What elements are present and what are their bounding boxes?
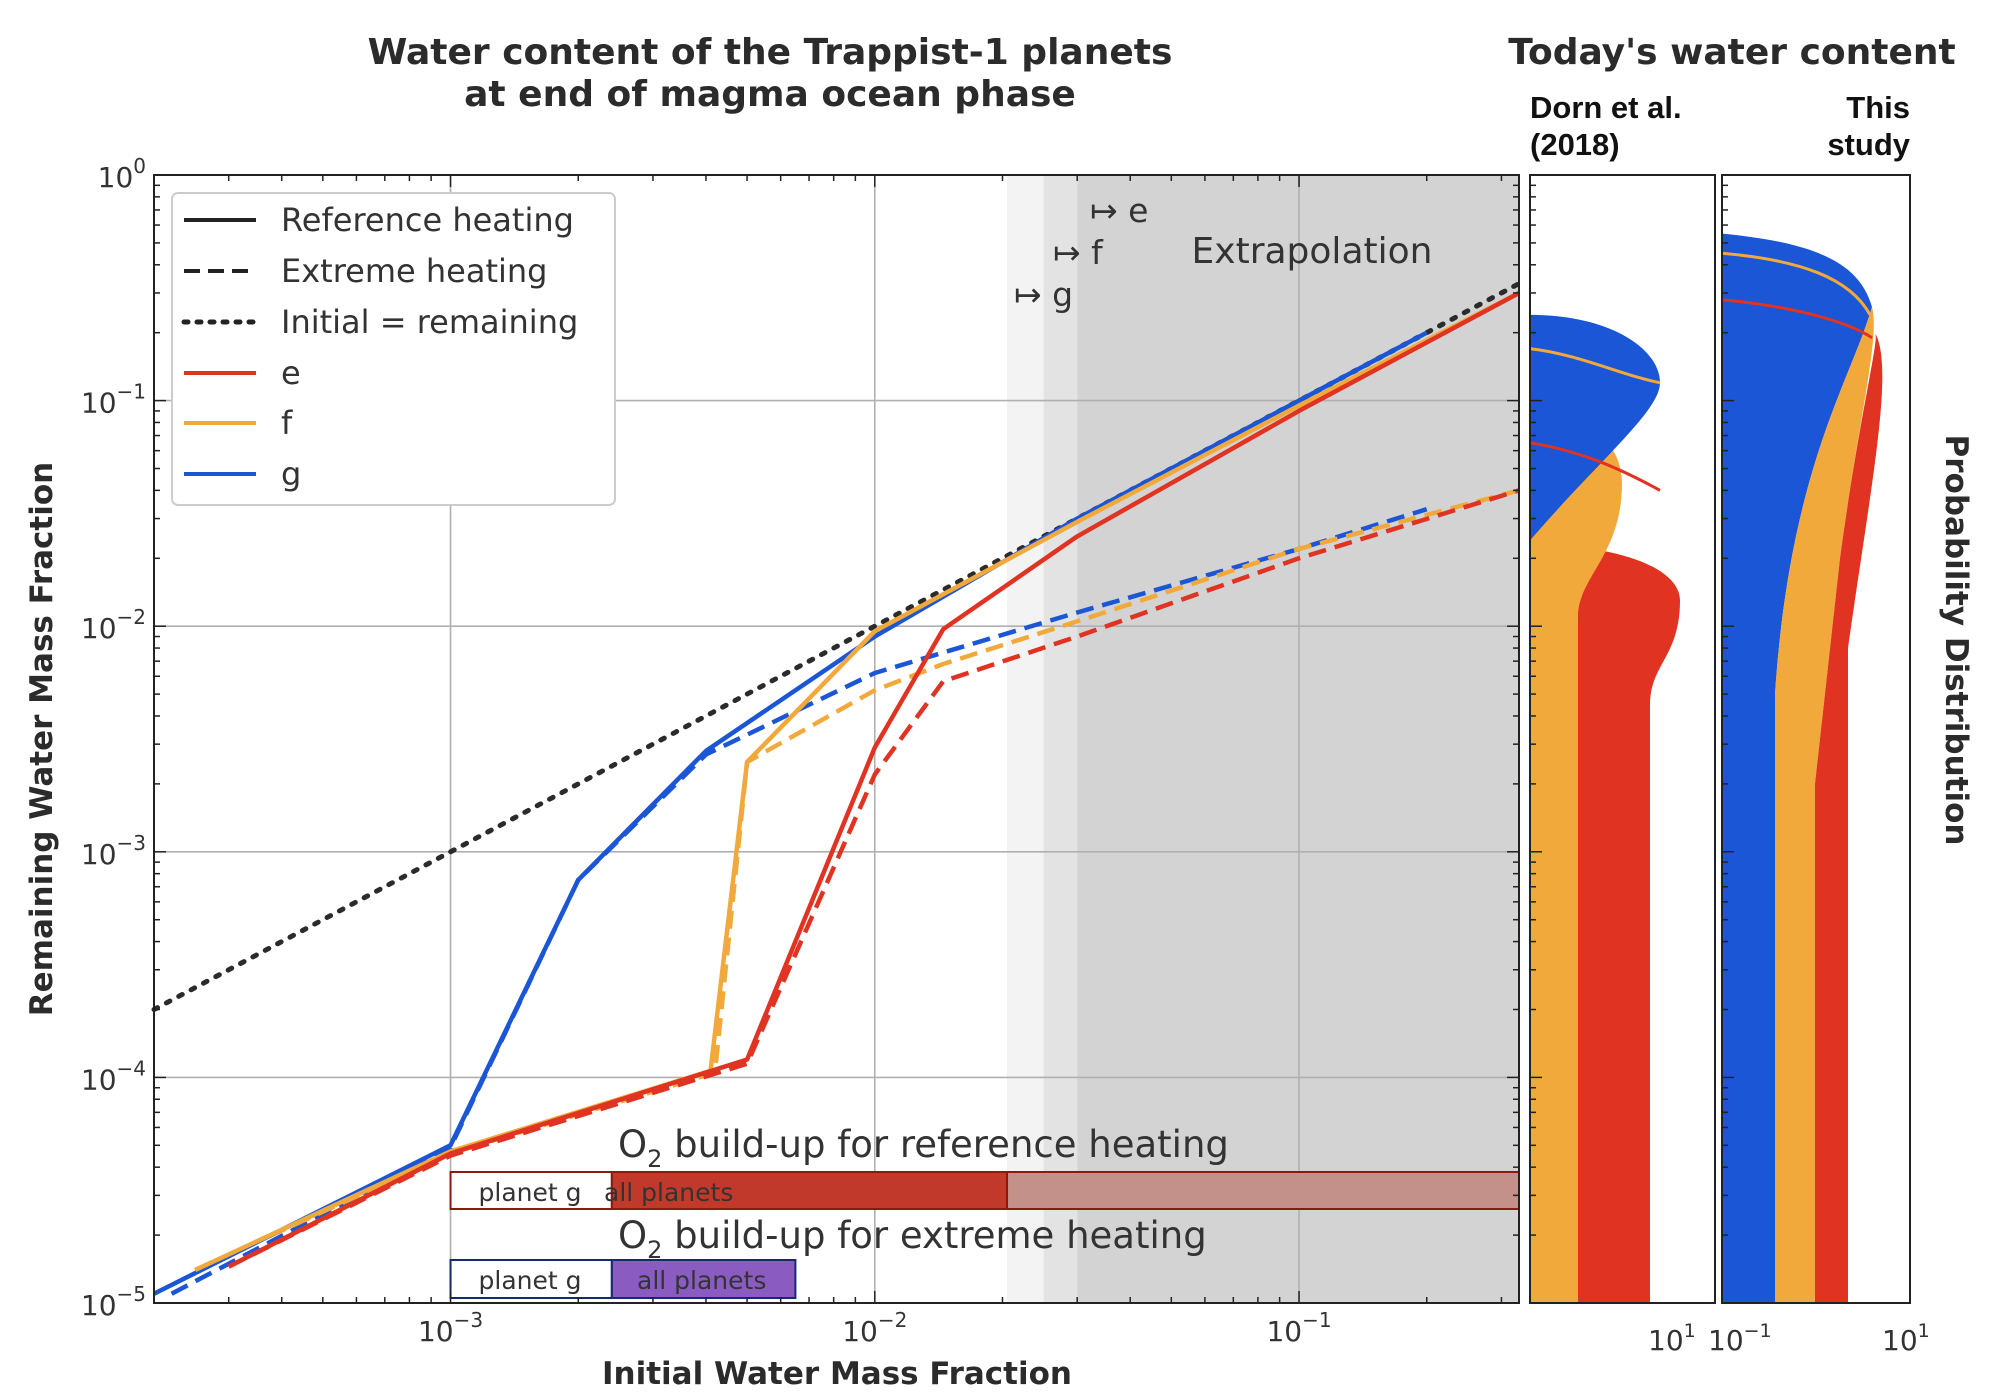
dorn-distributions <box>1529 314 1680 1304</box>
extrapolation-label: Extrapolation <box>1192 231 1433 272</box>
onset-marker-f: ↦ f <box>1053 233 1104 272</box>
study-dist-g <box>1722 233 1872 1303</box>
series-e-extreme <box>227 488 1520 1269</box>
axis-ticks: 10−3 10−2 10−1 10−5 10−4 10−3 10−2 10−1 100 <box>81 154 1519 1348</box>
dorn-panel-title-line1: Dorn et al. <box>1530 90 1682 125</box>
dorn-dist-f <box>1530 410 1622 1304</box>
y-tick-label: 100 <box>98 154 146 194</box>
o2-bar-extreme-all-planets <box>610 1259 797 1299</box>
study-distributions <box>1721 233 1883 1303</box>
extrapolation-regions <box>1007 175 1519 1303</box>
dorn-xtick: 101 <box>1648 1320 1696 1357</box>
x-tick-label: 10−3 <box>418 1308 483 1348</box>
legend-f-label: f <box>281 404 293 442</box>
x-tick-label: 10−2 <box>842 1308 907 1348</box>
dorn-panel: Dorn et al. (2018) 101 <box>1529 90 1716 1357</box>
x-axis-label: Initial Water Mass Fraction <box>602 1356 1072 1392</box>
o2-bar-extreme-planet-g <box>449 1259 613 1299</box>
o2-bars <box>449 1171 1520 1299</box>
o2-reference-title: O2 build-up for reference heating <box>618 1123 1229 1173</box>
extrapolation-region-1 <box>1043 175 1078 1303</box>
legend-extreme-label: Extreme heating <box>281 252 547 290</box>
probability-label: Probability Distribution <box>1938 435 1974 846</box>
main-plot: 10−3 10−2 10−1 10−5 10−4 10−3 10−2 10−1 100 <box>81 154 1522 1348</box>
legend: Reference heating Extreme heating Initia… <box>171 192 616 506</box>
main-title-line1: Water content of the Trappist-1 planets <box>368 32 1173 73</box>
study-panel-frame <box>1721 174 1911 1304</box>
o2-reference-planet-g: planet g <box>479 1178 582 1207</box>
study-median-e <box>1721 298 1873 339</box>
main-plot-frame <box>153 174 1520 1304</box>
onset-marker-g: ↦ g <box>1014 275 1073 314</box>
legend-reference-label: Reference heating <box>281 201 574 239</box>
study-dist-e <box>1815 332 1883 1303</box>
study-median-f <box>1721 251 1872 316</box>
series-lines <box>151 281 1522 1296</box>
o2-bar-reference-extrapolated <box>1006 1171 1520 1210</box>
main-title-line2: at end of magma ocean phase <box>464 74 1076 115</box>
series-e-reference <box>227 291 1521 1269</box>
dorn-median-f <box>1529 347 1661 385</box>
dorn-panel-ticks <box>1530 174 1542 1304</box>
study-panel-title-line1: This <box>1846 90 1910 125</box>
dorn-panel-frame <box>1529 174 1716 1304</box>
legend-initial-label: Initial = remaining <box>281 303 578 341</box>
extrapolation-region-0 <box>1007 175 1044 1303</box>
o2-extreme-all-planets: all planets <box>637 1266 766 1295</box>
series-f-extreme <box>194 488 1520 1273</box>
onset-marker-e: ↦ e <box>1090 191 1148 230</box>
y-axis-label: Remaining Water Mass Fraction <box>24 462 60 1016</box>
study-panel-ticks <box>1722 174 1734 1304</box>
x-tick-label: 10−1 <box>1266 1308 1331 1348</box>
study-xtick-right: 101 <box>1882 1320 1930 1357</box>
y-tick-label: 10−1 <box>81 380 146 420</box>
dorn-panel-title-line2: (2018) <box>1530 127 1620 162</box>
y-tick-label: 10−2 <box>81 605 146 645</box>
legend-box <box>171 192 616 506</box>
legend-g-label: g <box>281 455 301 493</box>
extrapolation-region-2 <box>1077 175 1519 1303</box>
dorn-median-e <box>1529 441 1661 492</box>
side-title: Today's water content <box>1508 32 1956 73</box>
study-dist-f <box>1775 306 1874 1303</box>
series-g-reference <box>152 330 1428 1296</box>
dorn-dist-g <box>1530 314 1660 541</box>
study-panel: This study 10−1 101 <box>1708 90 1930 1357</box>
study-xtick-left: 10−1 <box>1708 1320 1772 1357</box>
o2-reference-all-planets: all planets <box>604 1178 733 1207</box>
y-tick-label: 10−4 <box>81 1056 146 1096</box>
o2-extreme-planet-g: planet g <box>479 1266 582 1295</box>
study-panel-title-line2: study <box>1827 127 1910 162</box>
y-tick-label: 10−3 <box>81 831 146 871</box>
y-tick-label: 10−5 <box>81 1282 146 1322</box>
legend-e-label: e <box>281 354 301 392</box>
o2-extreme-title: O2 build-up for extreme heating <box>618 1214 1207 1264</box>
